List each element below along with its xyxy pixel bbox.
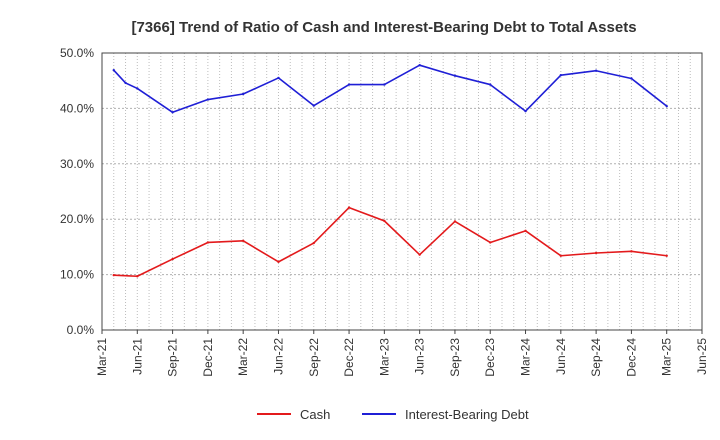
data-point [136, 87, 139, 90]
data-point [489, 241, 492, 244]
data-point [136, 275, 139, 278]
x-tick-label: Dec-24 [624, 338, 638, 377]
y-tick-label: 30.0% [60, 157, 94, 171]
data-point [112, 68, 115, 72]
data-point [489, 83, 492, 86]
x-tick-label: Mar-21 [95, 338, 109, 376]
y-tick-label: 50.0% [60, 46, 94, 60]
data-point [312, 104, 315, 107]
data-point [383, 219, 386, 223]
data-point [594, 251, 598, 255]
x-tick-label: Dec-23 [483, 338, 497, 377]
data-point [112, 273, 115, 277]
data-point [630, 77, 633, 80]
data-point [524, 109, 527, 113]
data-point [124, 81, 127, 85]
data-point [347, 206, 351, 209]
data-point [594, 69, 598, 72]
x-tick-label: Sep-22 [307, 338, 321, 377]
x-tick-label: Sep-21 [166, 338, 180, 377]
data-point [206, 241, 210, 244]
x-tick-label: Jun-21 [130, 338, 144, 375]
x-tick-label: Mar-23 [377, 338, 391, 376]
y-tick-label: 0.0% [67, 323, 95, 337]
chart-title: [7366] Trend of Ratio of Cash and Intere… [131, 19, 636, 36]
y-tick-label: 10.0% [60, 268, 94, 282]
x-tick-label: Mar-22 [236, 338, 250, 376]
data-point [418, 63, 421, 67]
data-point [206, 98, 210, 101]
data-point [347, 83, 351, 86]
data-point [453, 74, 457, 77]
data-point [312, 241, 315, 245]
x-tick-label: Sep-24 [589, 338, 603, 377]
series-line-cash [113, 206, 667, 278]
x-tick-label: Dec-22 [342, 338, 356, 377]
data-point [171, 257, 174, 261]
y-tick-label: 40.0% [60, 101, 94, 115]
data-point [524, 229, 527, 233]
x-tick-label: Jun-22 [271, 338, 285, 375]
y-tick-label: 20.0% [60, 212, 94, 226]
x-tick-label: Jun-24 [554, 338, 568, 375]
x-tick-label: Sep-23 [448, 338, 462, 377]
data-point [171, 111, 174, 114]
axes: 0.0% 10.0% 20.0% 30.0% 40.0% 50.0% Mar-21 Jun-2… [60, 46, 709, 377]
legend: Cash Interest-Bearing Debt [257, 407, 529, 422]
x-tick-label: Mar-24 [519, 338, 533, 376]
series-lines [112, 63, 668, 278]
data-point [559, 254, 563, 257]
data-point [241, 239, 245, 243]
data-point [665, 104, 668, 108]
grid [102, 52, 702, 331]
data-point [453, 220, 457, 223]
data-point [418, 253, 421, 256]
x-tick-label: Dec-21 [201, 338, 215, 377]
data-point [665, 254, 668, 257]
legend-label: Cash [300, 407, 330, 422]
data-point [277, 76, 280, 80]
x-tick-label: Jun-23 [413, 338, 427, 375]
plot-frame [101, 52, 703, 331]
x-tick-label: Jun-25 [695, 338, 709, 375]
series-line-interest-bearing-debt [113, 64, 668, 114]
data-point [277, 260, 280, 264]
data-point [630, 250, 633, 253]
legend-label: Interest-Bearing Debt [405, 407, 529, 422]
x-tick-label: Mar-25 [660, 338, 674, 376]
data-point [241, 92, 245, 96]
data-point [559, 73, 563, 77]
data-point [383, 83, 386, 86]
